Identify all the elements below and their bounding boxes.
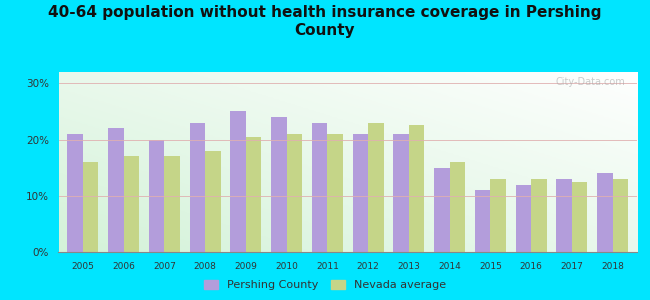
Bar	[612, 179, 628, 252]
Bar	[409, 125, 424, 252]
Bar	[149, 140, 164, 252]
Bar	[164, 156, 180, 252]
Bar	[353, 134, 368, 252]
Bar	[572, 182, 588, 252]
Text: City-Data.com: City-Data.com	[556, 77, 625, 87]
Bar	[531, 179, 547, 252]
Bar	[287, 134, 302, 252]
Bar	[515, 184, 531, 252]
Bar	[556, 179, 572, 252]
Bar	[475, 190, 490, 252]
Bar	[393, 134, 409, 252]
Bar	[68, 134, 83, 252]
Bar	[205, 151, 220, 252]
Bar	[597, 173, 612, 252]
Bar	[230, 111, 246, 252]
Bar	[450, 162, 465, 252]
Legend: Pershing County, Nevada average: Pershing County, Nevada average	[200, 275, 450, 294]
Bar	[246, 137, 261, 252]
Bar	[328, 134, 343, 252]
Bar	[108, 128, 124, 252]
Text: 40-64 population without health insurance coverage in Pershing
County: 40-64 population without health insuranc…	[48, 4, 602, 38]
Bar	[490, 179, 506, 252]
Bar	[368, 123, 384, 252]
Bar	[124, 156, 139, 252]
Bar	[434, 168, 450, 252]
Bar	[190, 123, 205, 252]
Bar	[83, 162, 98, 252]
Bar	[271, 117, 287, 252]
Bar	[312, 123, 328, 252]
